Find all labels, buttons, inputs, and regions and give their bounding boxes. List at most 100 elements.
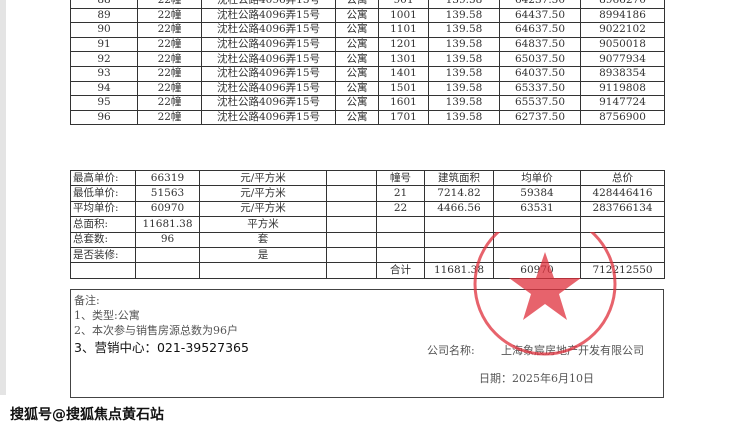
table-cell: 139.58 — [428, 22, 500, 38]
table-cell: 139.58 — [428, 0, 500, 9]
summary-cell — [376, 231, 425, 248]
summary-row: 最高单价: 66319 元/平方米 幢号 建筑面积 均单价 总价 — [70, 169, 665, 187]
table-cell: 64037.50 — [499, 65, 581, 82]
summary-cell: 元/平方米 — [199, 200, 327, 218]
table-cell: 1701 — [378, 109, 429, 126]
table-cell: 8938354 — [580, 65, 665, 82]
table-cell: 22幢 — [137, 22, 202, 38]
table-cell: 22幢 — [137, 51, 202, 67]
summary-cell: 59384 — [493, 185, 581, 202]
company-label: 公司名称: — [427, 344, 475, 357]
table-cell: 93 — [70, 65, 138, 82]
table-cell: 公寓 — [335, 80, 379, 97]
summary-cell: 平均单价: — [70, 200, 136, 218]
summary-cell: 套 — [199, 231, 327, 248]
table-cell: 公寓 — [335, 51, 379, 67]
table-cell: 1001 — [378, 7, 429, 24]
table-cell: 公寓 — [335, 95, 379, 111]
table-cell: 139.58 — [428, 51, 500, 67]
summary-cell: 合计 — [376, 262, 425, 279]
summary-cell — [493, 216, 581, 233]
summary-cell — [135, 246, 200, 264]
table-cell: 95 — [70, 95, 138, 111]
summary-cell: 21 — [376, 185, 425, 202]
summary-cell: 11681.38 — [135, 216, 200, 233]
table-cell: 64637.50 — [499, 22, 581, 38]
summary-cell — [70, 262, 136, 279]
summary-cell: 22 — [376, 200, 425, 218]
summary-cell: 总面积: — [70, 216, 136, 233]
summary-cell — [493, 246, 581, 264]
remark-sales-center: 3、营销中心：021-39527365 — [74, 340, 249, 355]
table-cell: 64837.50 — [499, 36, 581, 53]
summary-row: 合计 11681.38 60970 712212550 — [70, 262, 665, 279]
summary-cell: 幢号 — [376, 169, 425, 187]
summary-cell: 60970 — [135, 200, 200, 218]
table-cell: 22幢 — [137, 80, 202, 97]
summary-cell — [135, 262, 200, 279]
table-cell: 64237.50 — [499, 0, 581, 9]
summary-cell — [199, 262, 327, 279]
remark-count: 2、本次参与销售房源总数为96户 — [74, 324, 238, 337]
table-cell: 1301 — [378, 51, 429, 67]
table-row: 96 22幢 沈杜公路4096弄15号 公寓 1701 139.58 62737.50 875… — [70, 109, 665, 126]
table-cell: 沈杜公路4096弄15号 — [201, 7, 336, 24]
table-cell: 22幢 — [137, 65, 202, 82]
summary-cell — [424, 231, 494, 248]
summary-cell: 总价 — [580, 169, 665, 187]
table-cell: 公寓 — [335, 7, 379, 24]
table-cell: 139.58 — [428, 80, 500, 97]
table-cell: 65537.50 — [499, 95, 581, 111]
table-cell: 88 — [70, 0, 138, 9]
table-cell: 9022102 — [580, 22, 665, 38]
table-cell: 139.58 — [428, 7, 500, 24]
table-row: 95 22幢 沈杜公路4096弄15号 公寓 1601 139.58 65537.50 914… — [70, 95, 665, 111]
table-cell: 8966270 — [580, 0, 665, 9]
summary-cell: 最高单价: — [70, 169, 136, 187]
units-table: 88 22幢 沈杜公路4096弄15号 公寓 901 139.58 64237.50 8966… — [70, 0, 665, 126]
table-row: 92 22幢 沈杜公路4096弄15号 公寓 1301 139.58 65037.50 907… — [70, 51, 665, 67]
summary-cell — [326, 185, 377, 202]
table-cell: 9147724 — [580, 95, 665, 111]
summary-cell — [326, 216, 377, 233]
summary-cell: 7214.82 — [424, 185, 494, 202]
table-cell: 96 — [70, 109, 138, 126]
summary-cell — [424, 246, 494, 264]
table-cell: 64437.50 — [499, 7, 581, 24]
summary-cell — [326, 246, 377, 264]
table-cell: 22幢 — [137, 7, 202, 24]
table-cell: 22幢 — [137, 109, 202, 126]
table-cell: 91 — [70, 36, 138, 53]
table-row: 93 22幢 沈杜公路4096弄15号 公寓 1401 139.58 64037.50 893… — [70, 65, 665, 82]
summary-cell: 是 — [199, 246, 327, 264]
summary-cell — [326, 262, 377, 279]
summary-cell — [493, 231, 581, 248]
table-cell: 沈杜公路4096弄15号 — [201, 95, 336, 111]
scrollbar-track — [0, 0, 6, 395]
table-row: 90 22幢 沈杜公路4096弄15号 公寓 1101 139.58 64637.50 902… — [70, 22, 665, 38]
table-cell: 139.58 — [428, 95, 500, 111]
summary-cell: 11681.38 — [424, 262, 494, 279]
summary-cell: 最低单价: — [70, 185, 136, 202]
summary-cell — [580, 246, 665, 264]
summary-cell: 66319 — [135, 169, 200, 187]
table-cell: 9050018 — [580, 36, 665, 53]
summary-cell: 60970 — [493, 262, 581, 279]
table-cell: 1401 — [378, 65, 429, 82]
table-cell: 8994186 — [580, 7, 665, 24]
table-cell: 65337.50 — [499, 80, 581, 97]
table-cell: 公寓 — [335, 109, 379, 126]
summary-cell: 96 — [135, 231, 200, 248]
summary-cell: 是否装修: — [70, 246, 136, 264]
summary-cell — [326, 169, 377, 187]
summary-cell: 总套数: — [70, 231, 136, 248]
table-cell: 沈杜公路4096弄15号 — [201, 22, 336, 38]
table-cell: 139.58 — [428, 36, 500, 53]
remarks-box: 备注: 1、类型:公寓 2、本次参与销售房源总数为96户 3、营销中心：021-… — [70, 289, 664, 398]
summary-cell: 均单价 — [493, 169, 581, 187]
table-cell: 901 — [378, 0, 429, 9]
table-cell: 沈杜公路4096弄15号 — [201, 65, 336, 82]
table-cell: 90 — [70, 22, 138, 38]
table-cell: 89 — [70, 7, 138, 24]
table-cell: 公寓 — [335, 65, 379, 82]
